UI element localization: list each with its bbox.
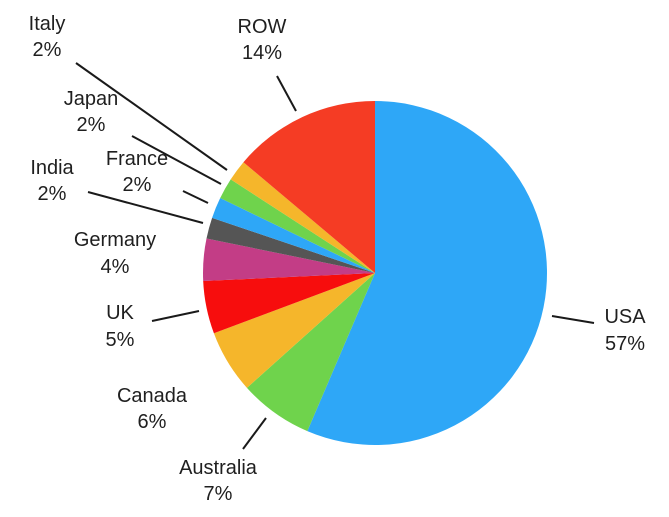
leader-line-row <box>276 75 297 112</box>
leader-line-usa <box>551 315 595 324</box>
slice-label-india: India <box>30 157 74 179</box>
leader-line-australia <box>242 417 267 450</box>
slice-value-uk: 5% <box>106 329 135 351</box>
slice-label-uk: UK <box>106 302 134 324</box>
pie-slice-france <box>212 198 375 273</box>
pie-slice-japan <box>220 179 375 273</box>
leader-line-france <box>182 190 209 204</box>
leader-lines <box>75 62 595 450</box>
slice-value-india: 2% <box>38 183 67 205</box>
slice-label-row: ROW <box>238 16 287 38</box>
pie-slices <box>203 101 547 445</box>
pie-slice-australia <box>246 273 375 432</box>
slice-value-france: 2% <box>123 174 152 196</box>
slice-value-australia: 7% <box>204 483 233 505</box>
slice-value-usa: 57% <box>605 333 645 355</box>
slice-label-italy: Italy <box>29 13 66 35</box>
pie-slice-row <box>243 101 375 273</box>
pie-slice-germany <box>203 238 375 282</box>
leader-line-uk <box>151 310 200 322</box>
slice-value-japan: 2% <box>77 114 106 136</box>
pie-slice-uk <box>203 273 375 334</box>
slice-label-japan: Japan <box>64 88 119 110</box>
pie-slice-italy <box>230 162 375 273</box>
pie-slice-india <box>206 217 375 273</box>
slice-value-row: 14% <box>242 42 282 64</box>
leader-line-italy <box>75 62 228 171</box>
pie-slice-usa <box>307 101 547 445</box>
leader-line-japan <box>131 135 222 185</box>
leader-line-india <box>87 191 204 224</box>
slice-label-australia: Australia <box>179 457 258 479</box>
slice-label-canada: Canada <box>117 385 188 407</box>
pie-slice-canada <box>213 273 375 388</box>
slice-label-usa: USA <box>604 306 646 328</box>
slice-value-germany: 4% <box>101 256 130 278</box>
slice-value-italy: 2% <box>33 39 62 61</box>
slice-labels: USA 57% Australia 7% Canada 6% UK 5% Germany 4% In… <box>29 13 647 505</box>
slice-value-canada: 6% <box>138 411 167 433</box>
slice-label-germany: Germany <box>74 229 156 251</box>
slice-label-france: France <box>106 148 168 170</box>
